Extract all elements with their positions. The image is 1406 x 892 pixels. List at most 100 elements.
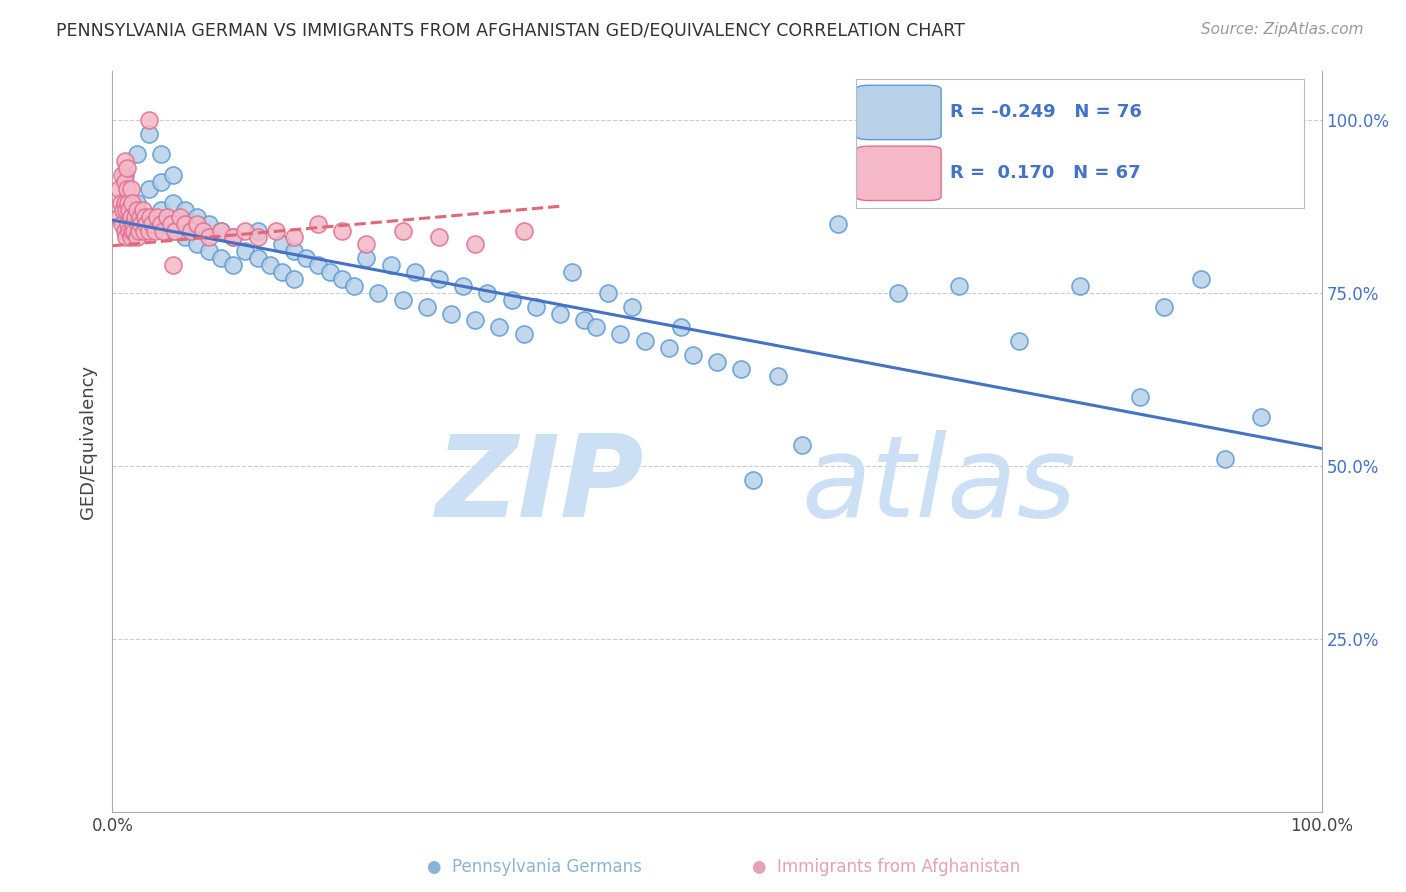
Point: [121, 195, 143, 210]
Point: [191, 223, 214, 237]
Point: [198, 217, 221, 231]
Point: [124, 210, 146, 224]
Text: Source: ZipAtlas.com: Source: ZipAtlas.com: [1201, 22, 1364, 37]
Point: [330, 272, 353, 286]
Point: [246, 251, 269, 265]
Point: [114, 175, 136, 189]
Point: [114, 230, 136, 244]
Point: [138, 182, 160, 196]
Point: [186, 217, 208, 231]
Point: [125, 202, 148, 217]
Point: [283, 244, 305, 259]
Point: [790, 438, 813, 452]
Point: [948, 278, 970, 293]
Point: [138, 127, 160, 141]
Point: [152, 223, 174, 237]
Point: [118, 202, 141, 217]
Point: [132, 202, 155, 217]
Point: [129, 210, 152, 224]
Point: [128, 223, 150, 237]
Point: [633, 334, 655, 349]
Point: [264, 223, 287, 237]
Point: [283, 230, 305, 244]
Point: [356, 237, 378, 252]
Point: [427, 230, 450, 244]
Point: [222, 230, 245, 244]
Point: [766, 368, 789, 383]
Point: [115, 161, 138, 176]
Point: [464, 313, 486, 327]
Point: [121, 223, 143, 237]
Point: [111, 217, 134, 231]
Point: [730, 362, 752, 376]
Point: [887, 285, 910, 300]
Point: [1189, 272, 1212, 286]
Point: [180, 223, 202, 237]
Point: [110, 195, 132, 210]
Point: [1153, 300, 1175, 314]
Point: [146, 210, 169, 224]
Y-axis label: GED/Equivalency: GED/Equivalency: [79, 365, 97, 518]
Point: [131, 217, 153, 231]
Point: [330, 223, 353, 237]
Point: [107, 182, 129, 196]
Point: [186, 210, 208, 224]
Point: [138, 217, 160, 231]
Point: [319, 265, 342, 279]
Point: [1250, 410, 1272, 425]
Point: [222, 258, 245, 272]
Point: [125, 195, 148, 210]
Point: [209, 223, 232, 237]
Point: [149, 202, 172, 217]
Point: [512, 327, 534, 342]
Point: [548, 306, 571, 320]
Point: [174, 202, 197, 217]
Point: [138, 223, 160, 237]
Point: [391, 223, 413, 237]
Point: [235, 223, 257, 237]
Point: [404, 265, 426, 279]
Point: [127, 217, 149, 231]
Point: [464, 237, 486, 252]
Point: [270, 265, 292, 279]
Point: [118, 223, 141, 237]
Point: [125, 230, 148, 244]
Point: [391, 293, 413, 307]
Point: [669, 320, 692, 334]
Point: [440, 306, 463, 320]
Point: [174, 230, 197, 244]
Point: [149, 175, 172, 189]
Point: [198, 230, 221, 244]
Point: [114, 223, 136, 237]
Point: [307, 258, 329, 272]
Point: [112, 202, 135, 217]
Point: [356, 251, 378, 265]
Point: [706, 355, 728, 369]
Point: [259, 258, 281, 272]
Point: [149, 147, 172, 161]
Point: [307, 217, 329, 231]
Point: [162, 168, 184, 182]
Point: [246, 223, 269, 237]
Point: [159, 217, 181, 231]
Point: [141, 217, 163, 231]
Point: [1213, 451, 1236, 466]
Point: [524, 300, 547, 314]
Point: [149, 217, 172, 231]
Text: PENNSYLVANIA GERMAN VS IMMIGRANTS FROM AFGHANISTAN GED/EQUIVALENCY CORRELATION C: PENNSYLVANIA GERMAN VS IMMIGRANTS FROM A…: [56, 22, 965, 40]
Point: [246, 230, 269, 244]
Point: [125, 147, 148, 161]
Point: [222, 230, 245, 244]
Point: [165, 223, 187, 237]
Point: [135, 217, 157, 231]
Point: [138, 112, 160, 127]
Text: ●  Immigrants from Afghanistan: ● Immigrants from Afghanistan: [752, 858, 1019, 876]
Point: [1069, 278, 1091, 293]
Point: [107, 210, 129, 224]
Point: [295, 251, 318, 265]
Point: [1008, 334, 1031, 349]
Point: [117, 217, 139, 231]
Point: [1129, 390, 1152, 404]
Point: [585, 320, 607, 334]
Point: [162, 258, 184, 272]
